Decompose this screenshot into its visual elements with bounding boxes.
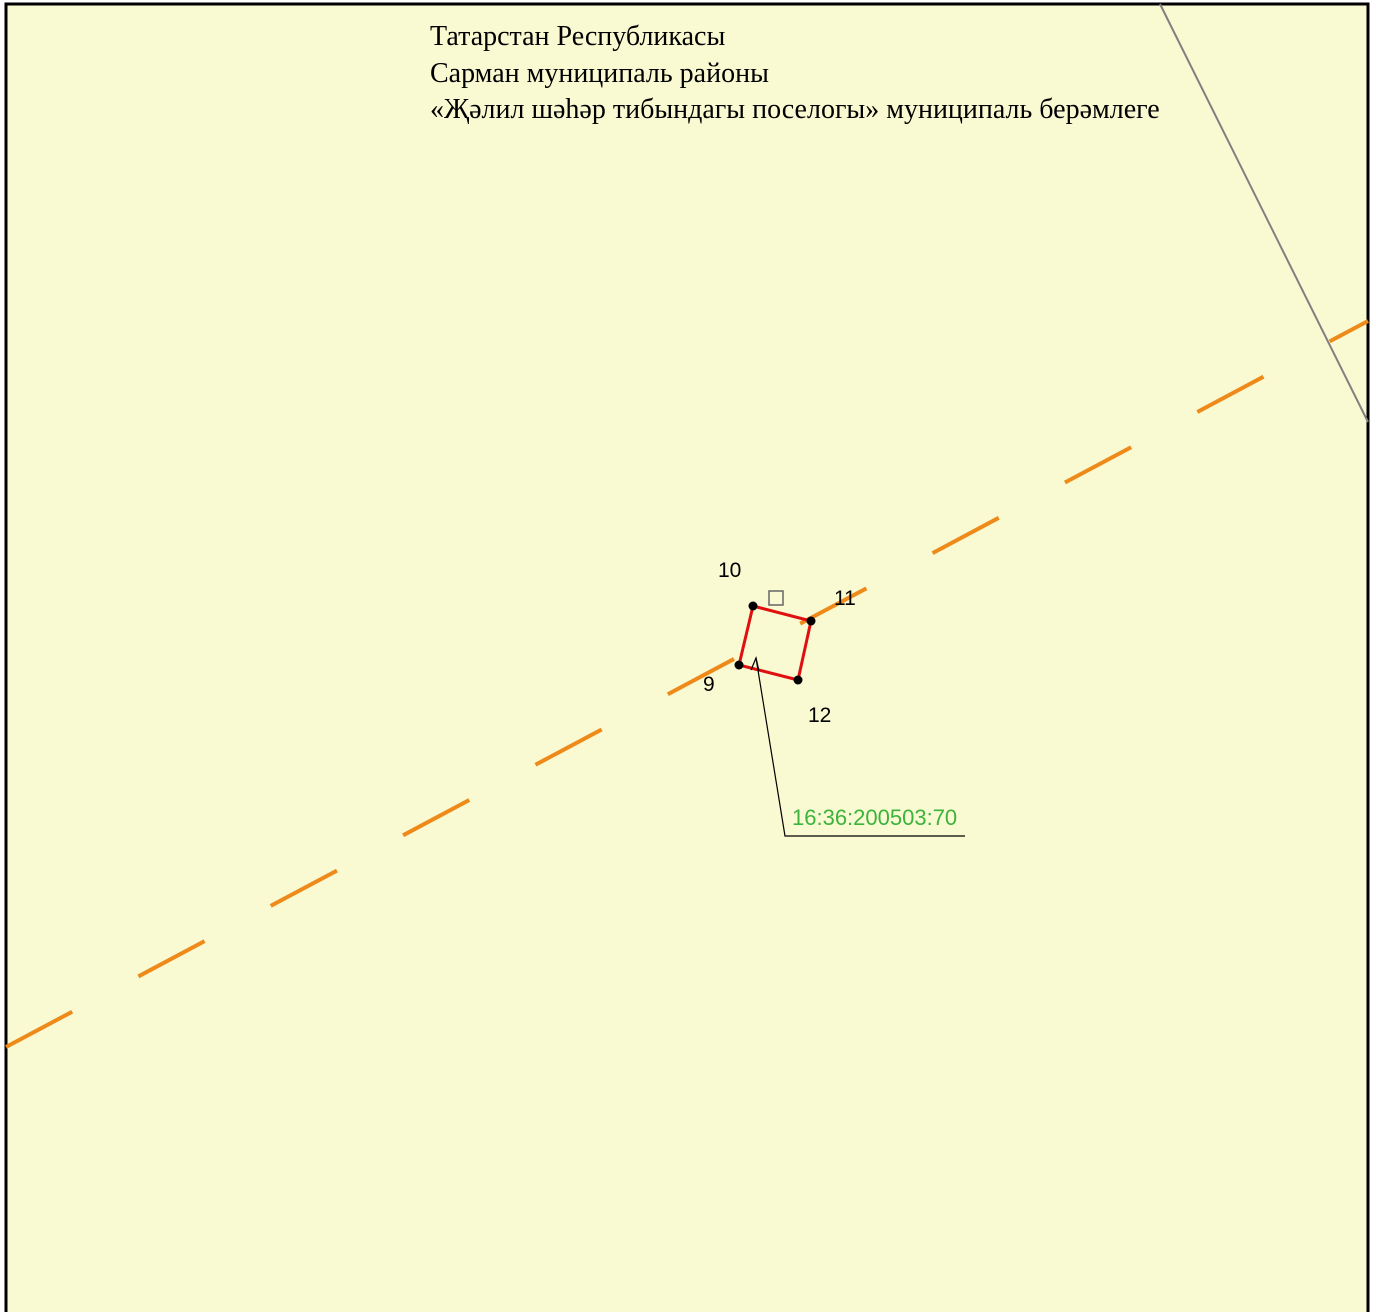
vertex: [748, 601, 758, 611]
parcel-label: 16:36:200503:70: [792, 805, 957, 830]
vertex-label: 9: [703, 673, 715, 696]
header-line: Татарстан Республикасы: [430, 21, 725, 52]
boundary-line: [1159, 3, 1369, 423]
vertex-label: 12: [808, 704, 831, 727]
zone-boundary: [5, 319, 1369, 1049]
map-frame: [4, 2, 1370, 1312]
leader-arrow: [750, 656, 760, 672]
vertex: [793, 675, 803, 685]
vertex: [734, 660, 744, 670]
vertex-label: 11: [834, 587, 856, 610]
header-line: «Җәлил шәһәр тибындагы поселогы» муницип…: [430, 94, 1160, 125]
leader-line: [755, 657, 965, 837]
vertex-label: 10: [718, 559, 741, 582]
header-line: Сарман муниципаль районы: [430, 58, 769, 89]
vertex: [806, 616, 816, 626]
building-symbol: [768, 590, 784, 606]
